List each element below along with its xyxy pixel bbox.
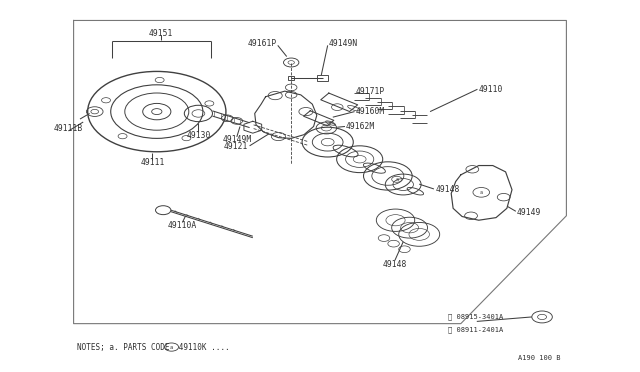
Text: 49111: 49111: [140, 158, 164, 167]
Text: 49148: 49148: [435, 185, 460, 194]
Text: 49111B: 49111B: [54, 124, 83, 133]
Text: 49149N: 49149N: [328, 39, 358, 48]
Text: 49121: 49121: [223, 142, 248, 151]
Text: A190 100 B: A190 100 B: [518, 355, 560, 361]
Text: 49149: 49149: [517, 208, 541, 217]
Text: 49148: 49148: [383, 260, 407, 269]
Text: 49130: 49130: [186, 131, 211, 140]
Text: a: a: [480, 190, 483, 195]
Text: 49162M: 49162M: [346, 122, 375, 131]
Text: 49110A: 49110A: [168, 221, 197, 230]
Text: 49151: 49151: [149, 29, 173, 38]
Text: 49161P: 49161P: [247, 39, 276, 48]
Text: a: a: [396, 177, 398, 182]
Text: 49171P: 49171P: [355, 87, 385, 96]
Text: 49149M: 49149M: [222, 135, 252, 144]
Text: 49110: 49110: [479, 85, 503, 94]
Text: a: a: [170, 344, 173, 350]
Text: NOTES; a. PARTS CODE  49110K ....: NOTES; a. PARTS CODE 49110K ....: [77, 343, 229, 352]
Text: Ⓝ 08911-2401A: Ⓝ 08911-2401A: [448, 326, 503, 333]
Text: 49160M: 49160M: [355, 107, 385, 116]
Text: Ⓜ 08915-3401A: Ⓜ 08915-3401A: [448, 314, 503, 320]
